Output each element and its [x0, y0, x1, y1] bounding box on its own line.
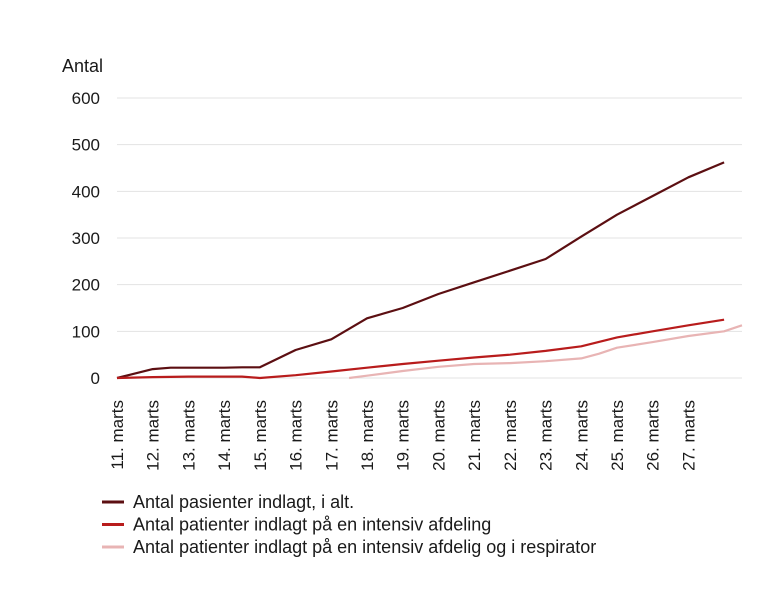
y-tick-label: 500 [72, 136, 100, 155]
x-tick-label: 25. marts [608, 400, 627, 471]
x-tick-label: 14. marts [215, 400, 234, 471]
x-tick-label: 16. marts [287, 400, 306, 471]
series-line-1 [116, 161, 725, 380]
x-tick-label: 20. marts [429, 400, 448, 471]
legend-label-2: Antal patienter indlagt på en intensiv a… [133, 515, 491, 535]
y-tick-label: 0 [91, 369, 100, 388]
series-line-2 [116, 318, 725, 380]
y-tick-label: 100 [72, 322, 100, 341]
y-axis-label: Antal [62, 56, 103, 76]
x-tick-label: 11. marts [108, 400, 127, 470]
y-tick-label: 300 [72, 229, 100, 248]
x-tick-label: 27. marts [679, 400, 698, 471]
x-tick-label: 23. marts [537, 400, 556, 471]
legend-label-1: Antal pasienter indlagt, i alt. [133, 492, 354, 512]
y-tick-label: 200 [72, 276, 100, 295]
y-axis-ticks: 0 100 200 300 400 500 600 [72, 89, 100, 388]
x-tick-label: 13. marts [179, 400, 198, 471]
legend-label-3: Antal patienter indlagt på en intensiv a… [133, 537, 596, 557]
x-tick-label: 24. marts [572, 400, 591, 471]
y-tick-label: 400 [72, 182, 100, 201]
x-axis-ticks: 11. marts 12. marts 13. marts 14. marts 15. … [108, 400, 698, 471]
series-lines [116, 161, 743, 380]
x-tick-label: 18. marts [358, 400, 377, 471]
y-tick-label: 600 [72, 89, 100, 108]
x-tick-label: 26. marts [644, 400, 663, 471]
x-tick-label: 12. marts [144, 400, 163, 471]
x-tick-label: 21. marts [465, 400, 484, 471]
grid-lines [117, 97, 742, 379]
x-tick-label: 17. marts [322, 400, 341, 471]
legend: Antal pasienter indlagt, i alt. Antal pat… [102, 492, 596, 557]
x-tick-label: 15. marts [251, 400, 270, 471]
series-line-3 [348, 324, 743, 380]
x-tick-label: 22. marts [501, 400, 520, 471]
x-tick-label: 19. marts [394, 400, 413, 471]
